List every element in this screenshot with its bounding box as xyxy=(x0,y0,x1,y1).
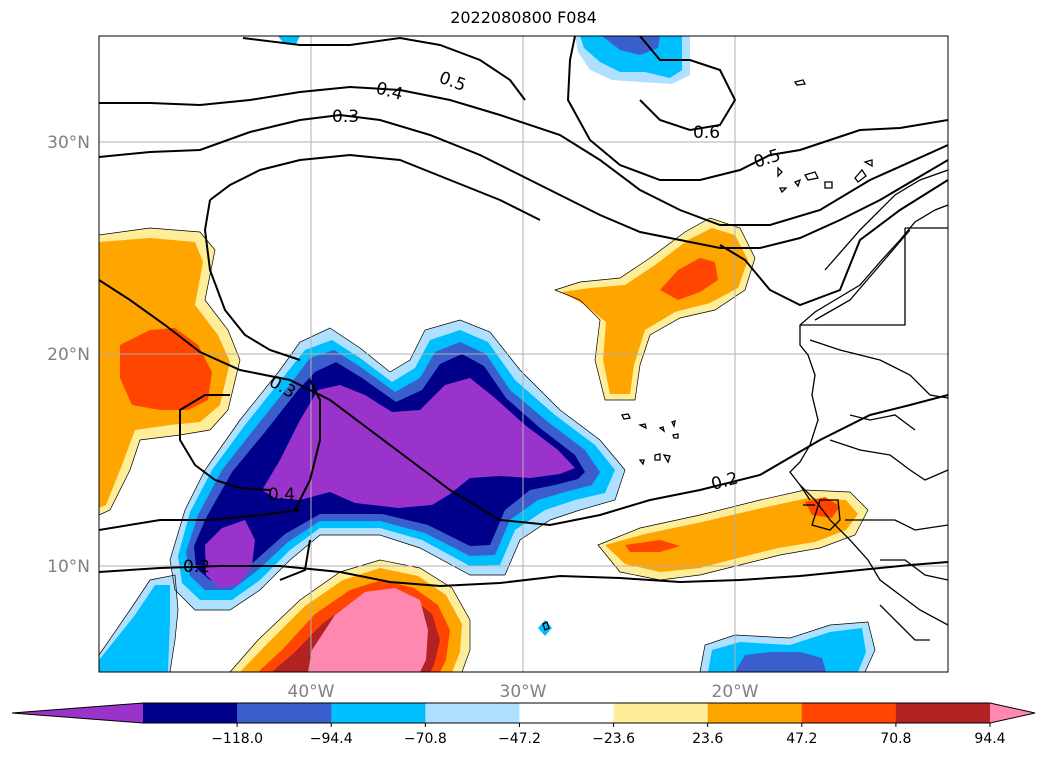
colorbar-bin xyxy=(613,703,709,723)
anomaly-outlines xyxy=(99,217,876,672)
colorbar-bin xyxy=(895,703,991,723)
contour-label: 0.4 xyxy=(268,485,295,505)
colorbar-bin xyxy=(425,703,520,723)
lon-label-30w: 30°W xyxy=(500,682,547,702)
lat-label-10n: 10°N xyxy=(47,557,90,577)
colorbar-tick-label: −118.0 xyxy=(211,731,263,747)
negative-anomaly-southeast xyxy=(700,622,875,672)
colorbar-bin xyxy=(519,703,615,723)
colorbar-bin xyxy=(237,703,332,723)
colorbar-extend-min xyxy=(12,703,143,723)
map-title: 2022080800 F084 xyxy=(450,8,597,27)
negative-anomaly-north xyxy=(575,36,690,84)
contour-label: 0.2 xyxy=(183,557,210,577)
colorbar-tick-label: −47.2 xyxy=(498,731,541,747)
colorbar: −118.0 −94.4 −70.8 −47.2 −23.6 23.6 47.2 70.8 94… xyxy=(11,702,1036,747)
contour-label: 0.3 xyxy=(332,107,359,127)
map-frame xyxy=(98,35,949,673)
negative-anomaly-central xyxy=(170,320,625,610)
lon-label-20w: 20°W xyxy=(712,682,759,702)
colorbar-bin xyxy=(707,703,803,723)
colorbar-tick-label: −70.8 xyxy=(404,731,447,747)
contour-label: 0.6 xyxy=(693,123,720,143)
colorbar-tick-label: 23.6 xyxy=(692,731,723,747)
colorbar-outline xyxy=(11,702,1036,724)
colorbar-bin xyxy=(331,703,426,723)
negative-anomaly-southwest xyxy=(99,575,178,672)
positive-anomaly-east xyxy=(598,490,868,580)
coastlines xyxy=(542,79,948,641)
colorbar-extend-max xyxy=(990,703,1035,723)
colorbar-tick-label: −94.4 xyxy=(310,731,353,747)
colorbar-bin xyxy=(143,703,238,723)
colorbar-tick-label: 94.4 xyxy=(974,731,1005,747)
lat-label-20n: 20°N xyxy=(47,345,90,365)
lon-label-40w: 40°W xyxy=(288,682,335,702)
positive-anomaly-south xyxy=(230,560,470,672)
colorbar-tick-label: −23.6 xyxy=(592,731,635,747)
colorbar-bin xyxy=(801,703,897,723)
contour-lines xyxy=(99,36,948,588)
lat-label-30n: 30°N xyxy=(47,133,90,153)
colorbar-tick-label: 70.8 xyxy=(880,731,911,747)
colorbar-tick-label: 47.2 xyxy=(786,731,817,747)
